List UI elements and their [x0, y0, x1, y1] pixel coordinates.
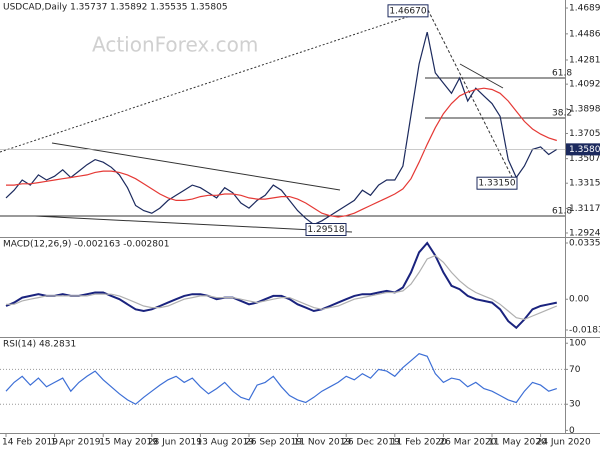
y-tick-label: 0.00	[569, 295, 589, 305]
annotation-label: 1.46670	[389, 6, 426, 16]
x-tick-label: 28 Jun 2019	[148, 438, 202, 448]
annotation-label: 1.29518	[307, 225, 344, 235]
annotation-box	[476, 176, 518, 190]
y-tick-label: 1.31170	[569, 204, 600, 214]
y-tick-label: -0.018324	[569, 325, 600, 335]
x-tick-label: 15 May 2019	[99, 438, 158, 448]
y-tick-label: 0	[569, 426, 575, 436]
y-tick-label: 1.38980	[569, 104, 600, 114]
annotation-label: 1.33150	[478, 179, 515, 189]
watermark: ActionForex.com	[92, 33, 258, 57]
x-tick-label: 13 Aug 2019	[196, 438, 254, 448]
x-tick-label: 26 Mar 2020	[439, 438, 496, 448]
fib-label: 38.2	[552, 109, 572, 119]
x-tick-label: 26 Dec 2019	[342, 438, 400, 448]
fib-label: 61.8	[552, 207, 572, 217]
macd-header: MACD(12,26,9) -0.002163 -0.002801	[3, 240, 169, 250]
y-tick-label: 1.44865	[569, 29, 600, 39]
x-tick-label: 11 May 2020	[488, 438, 547, 448]
series-line	[5, 353, 557, 405]
y-tick-label: 0.033515	[569, 239, 600, 249]
trend-line	[34, 215, 353, 233]
x-tick-label: 26 Sep 2019	[245, 438, 302, 448]
last-price-box	[566, 143, 600, 156]
y-tick-label: 1.46890	[569, 4, 600, 14]
y-tick-label: 1.33150	[569, 179, 600, 189]
trend-line	[0, 9, 429, 153]
y-tick-label: 70	[569, 365, 581, 375]
annotation-box	[305, 223, 347, 237]
y-tick-label: 1.35075	[569, 154, 600, 164]
y-tick-label: 100	[569, 339, 586, 349]
trend-line	[427, 9, 516, 184]
x-tick-label: 24 Jun 2020	[537, 438, 591, 448]
x-tick-label: 14 Feb 2019	[2, 438, 58, 448]
y-tick-label: 30	[569, 400, 581, 410]
x-tick-label: 1 Apr 2019	[51, 438, 101, 448]
y-tick-label: 1.29245	[569, 228, 600, 238]
trend-line	[51, 142, 341, 191]
fib-label: 61.8	[552, 69, 572, 79]
y-tick-label: 1.37050	[569, 129, 600, 139]
price-header: USDCAD,Daily 1.35737 1.35892 1.35535 1.3…	[3, 3, 228, 13]
series-line	[5, 241, 558, 330]
annotation-box	[387, 4, 429, 18]
trend-line	[459, 63, 504, 89]
last-price-label: 1.35805	[569, 145, 600, 155]
rsi-header: RSI(14) 48.2831	[3, 340, 76, 350]
series-line	[6, 254, 558, 321]
x-tick-label: 11 Nov 2019	[294, 438, 352, 448]
y-tick-label: 1.42815	[569, 55, 600, 65]
series-line	[6, 87, 557, 218]
x-tick-label: 11 Feb 2020	[391, 438, 447, 448]
y-tick-label: 1.40920	[569, 80, 600, 90]
